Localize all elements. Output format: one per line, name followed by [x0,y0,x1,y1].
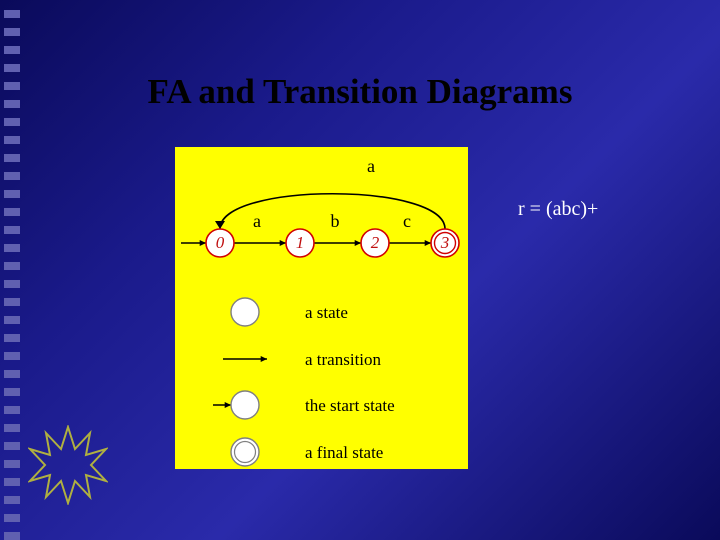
fa-svg: a b c a 0 1 2 3 a state a transition the start sta… [175,147,468,469]
svg-text:2: 2 [371,233,380,252]
starburst-decoration [28,425,108,505]
regex-expression: r = (abc)+ [518,198,598,221]
page-title: FA and Transition Diagrams [0,72,720,112]
fa-diagram: a b c a 0 1 2 3 a state a transition the start sta… [175,147,468,469]
svg-text:a: a [253,211,261,231]
svg-text:c: c [403,211,411,231]
svg-text:1: 1 [296,233,305,252]
svg-text:0: 0 [216,233,225,252]
svg-text:3: 3 [440,233,450,252]
svg-text:a: a [367,156,375,176]
svg-text:a state: a state [305,303,348,322]
svg-text:a transition: a transition [305,350,382,369]
svg-text:a final state: a final state [305,443,383,462]
svg-text:the start state: the start state [305,396,395,415]
svg-text:b: b [331,211,340,231]
